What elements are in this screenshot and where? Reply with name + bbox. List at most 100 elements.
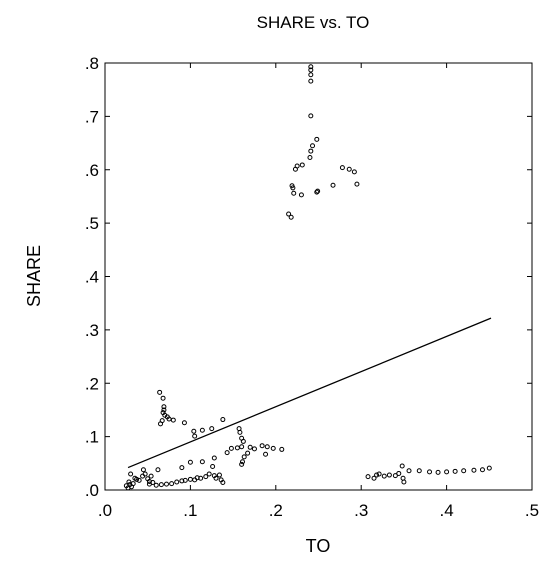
data-point xyxy=(220,480,226,486)
data-point xyxy=(239,461,245,467)
data-point xyxy=(307,154,313,160)
data-point xyxy=(239,444,245,450)
data-point xyxy=(181,420,187,426)
chart-title: SHARE vs. TO xyxy=(257,13,370,32)
data-point xyxy=(279,446,285,452)
data-point xyxy=(174,479,180,485)
data-point xyxy=(150,480,156,486)
data-point xyxy=(392,473,398,479)
data-point xyxy=(192,433,198,439)
data-point xyxy=(213,475,219,481)
data-point xyxy=(126,479,132,485)
data-point xyxy=(209,426,215,432)
data-point xyxy=(286,211,292,217)
x-tick-label: .0 xyxy=(98,501,112,520)
data-point xyxy=(386,472,392,478)
data-point xyxy=(199,427,205,433)
data-point xyxy=(292,166,298,172)
data-point xyxy=(298,192,304,198)
data-point xyxy=(228,445,234,451)
y-tick-label: .3 xyxy=(85,321,99,340)
data-point xyxy=(416,468,422,474)
data-point xyxy=(158,482,164,488)
data-point xyxy=(148,473,154,479)
data-point xyxy=(220,417,226,423)
data-point xyxy=(314,189,320,195)
data-point xyxy=(237,429,243,435)
data-point xyxy=(308,72,314,78)
data-point xyxy=(315,188,321,194)
data-point xyxy=(314,136,320,142)
x-tick-label: .5 xyxy=(525,501,539,520)
data-point xyxy=(199,459,205,465)
data-point xyxy=(396,470,402,476)
data-point xyxy=(461,468,467,474)
data-point xyxy=(270,445,276,451)
data-point xyxy=(259,443,265,449)
data-point xyxy=(155,467,161,473)
y-tick-label: .5 xyxy=(85,214,99,233)
data-point xyxy=(479,467,485,473)
x-tick-label: .3 xyxy=(354,501,368,520)
data-point xyxy=(486,465,492,471)
x-axis-label: TO xyxy=(306,536,331,556)
data-point xyxy=(240,438,246,444)
data-point xyxy=(203,474,209,480)
data-point xyxy=(157,389,163,395)
data-point xyxy=(435,469,441,475)
data-point xyxy=(354,181,360,187)
y-tick-label: .0 xyxy=(85,481,99,500)
data-point xyxy=(224,450,230,456)
y-axis-ticks: .0 .1 .2 .3 .4 .5 .6 .7 .8 xyxy=(85,54,532,500)
data-point xyxy=(263,451,269,457)
data-point xyxy=(128,471,134,477)
regression-line xyxy=(127,317,492,469)
data-point xyxy=(247,444,253,450)
y-axis-label: SHARE xyxy=(24,245,44,307)
data-point xyxy=(308,148,314,154)
data-point xyxy=(427,469,433,475)
data-point xyxy=(191,428,197,434)
y-tick-label: .2 xyxy=(85,374,99,393)
data-point xyxy=(330,182,336,188)
data-point xyxy=(290,185,296,191)
data-point xyxy=(264,444,270,450)
data-points xyxy=(123,64,492,491)
data-point xyxy=(153,482,159,488)
data-point xyxy=(239,459,245,465)
data-point xyxy=(339,165,345,171)
data-point xyxy=(452,468,458,474)
data-point xyxy=(142,471,148,477)
y-tick-label: .1 xyxy=(85,428,99,447)
data-point xyxy=(308,67,314,73)
data-point xyxy=(346,166,352,172)
data-point xyxy=(288,214,294,220)
data-point xyxy=(198,475,204,481)
data-point xyxy=(308,78,314,84)
data-point xyxy=(310,143,316,149)
data-point xyxy=(211,455,217,461)
data-point xyxy=(206,471,212,477)
data-point xyxy=(234,445,240,451)
data-point xyxy=(371,475,377,481)
data-point xyxy=(179,465,185,471)
data-point xyxy=(161,407,167,413)
y-tick-label: .6 xyxy=(85,161,99,180)
data-point xyxy=(160,395,166,401)
data-point xyxy=(381,473,387,479)
data-point xyxy=(194,475,200,481)
data-point xyxy=(444,469,450,475)
y-tick-label: .4 xyxy=(85,268,99,287)
data-point xyxy=(351,169,357,175)
data-point xyxy=(299,162,305,168)
data-point xyxy=(169,481,175,487)
data-point xyxy=(134,476,140,482)
data-point xyxy=(210,464,216,470)
data-point xyxy=(406,468,412,474)
data-point xyxy=(182,477,188,483)
x-tick-label: .1 xyxy=(183,501,197,520)
data-point xyxy=(308,113,314,119)
x-tick-label: .4 xyxy=(440,501,454,520)
data-point xyxy=(161,404,167,410)
